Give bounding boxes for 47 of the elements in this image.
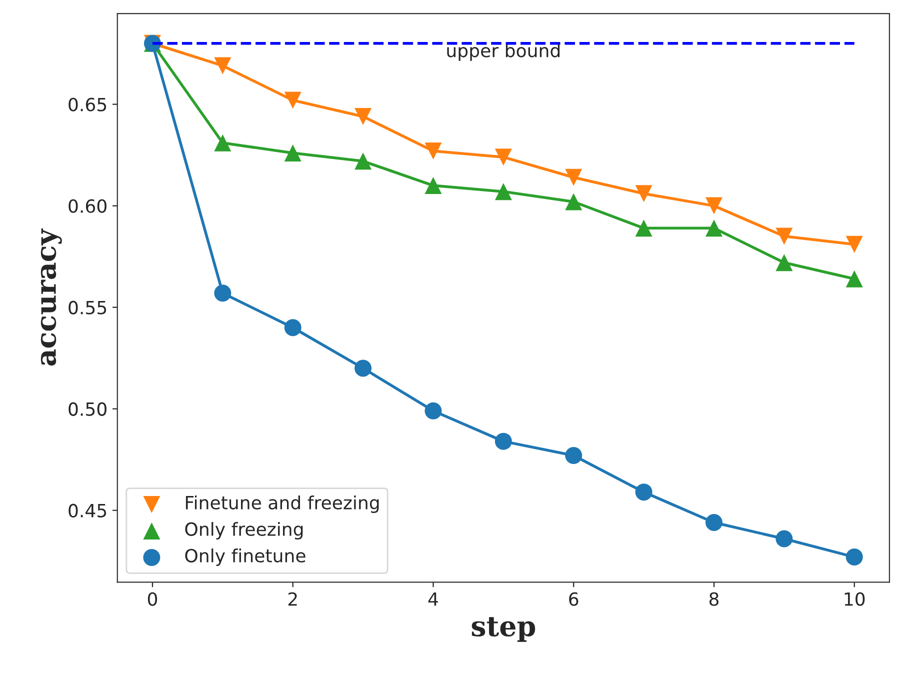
point [776,530,793,548]
point [354,360,372,377]
point [635,484,652,501]
point [354,152,372,170]
ref-line-label: upper bound [447,43,560,61]
point [776,254,793,272]
point [565,447,582,464]
point [424,402,442,420]
point [284,144,302,162]
x-tick-label: 10 [844,592,865,606]
x-tick-label: 0 [148,592,158,606]
x-tick-label: 6 [569,592,578,606]
legend-label: Only freezing [185,522,303,540]
point [846,270,863,288]
point [635,185,652,202]
y-tick-label: 0.45 [68,504,106,518]
point [705,220,722,237]
point [214,284,232,302]
point [424,177,442,194]
x-tick-label: 2 [288,592,297,606]
point [565,168,582,186]
point [494,183,512,200]
point [284,92,302,109]
point [494,148,512,166]
point [705,197,722,214]
y-axis-title: accuracy [40,228,62,366]
y-tick-label: 0.55 [68,300,106,314]
point [846,236,863,253]
point [354,108,372,125]
point [705,514,722,532]
point [635,220,652,237]
y-tick-label: 0.60 [68,199,106,213]
point [494,432,512,450]
y-tick-label: 0.65 [68,98,106,112]
legend-label: Finetune and freezing [186,495,379,513]
legend-label: Only finetune [185,548,306,566]
x-axis-title: step [472,617,536,642]
point [284,319,302,336]
point [424,142,442,160]
x-tick-label: 4 [428,592,438,606]
y-tick-label: 0.50 [68,402,106,416]
point [776,228,793,245]
point [565,193,582,210]
point [846,548,863,566]
point [214,57,232,74]
point [214,134,232,152]
x-tick-label: 8 [709,592,718,606]
